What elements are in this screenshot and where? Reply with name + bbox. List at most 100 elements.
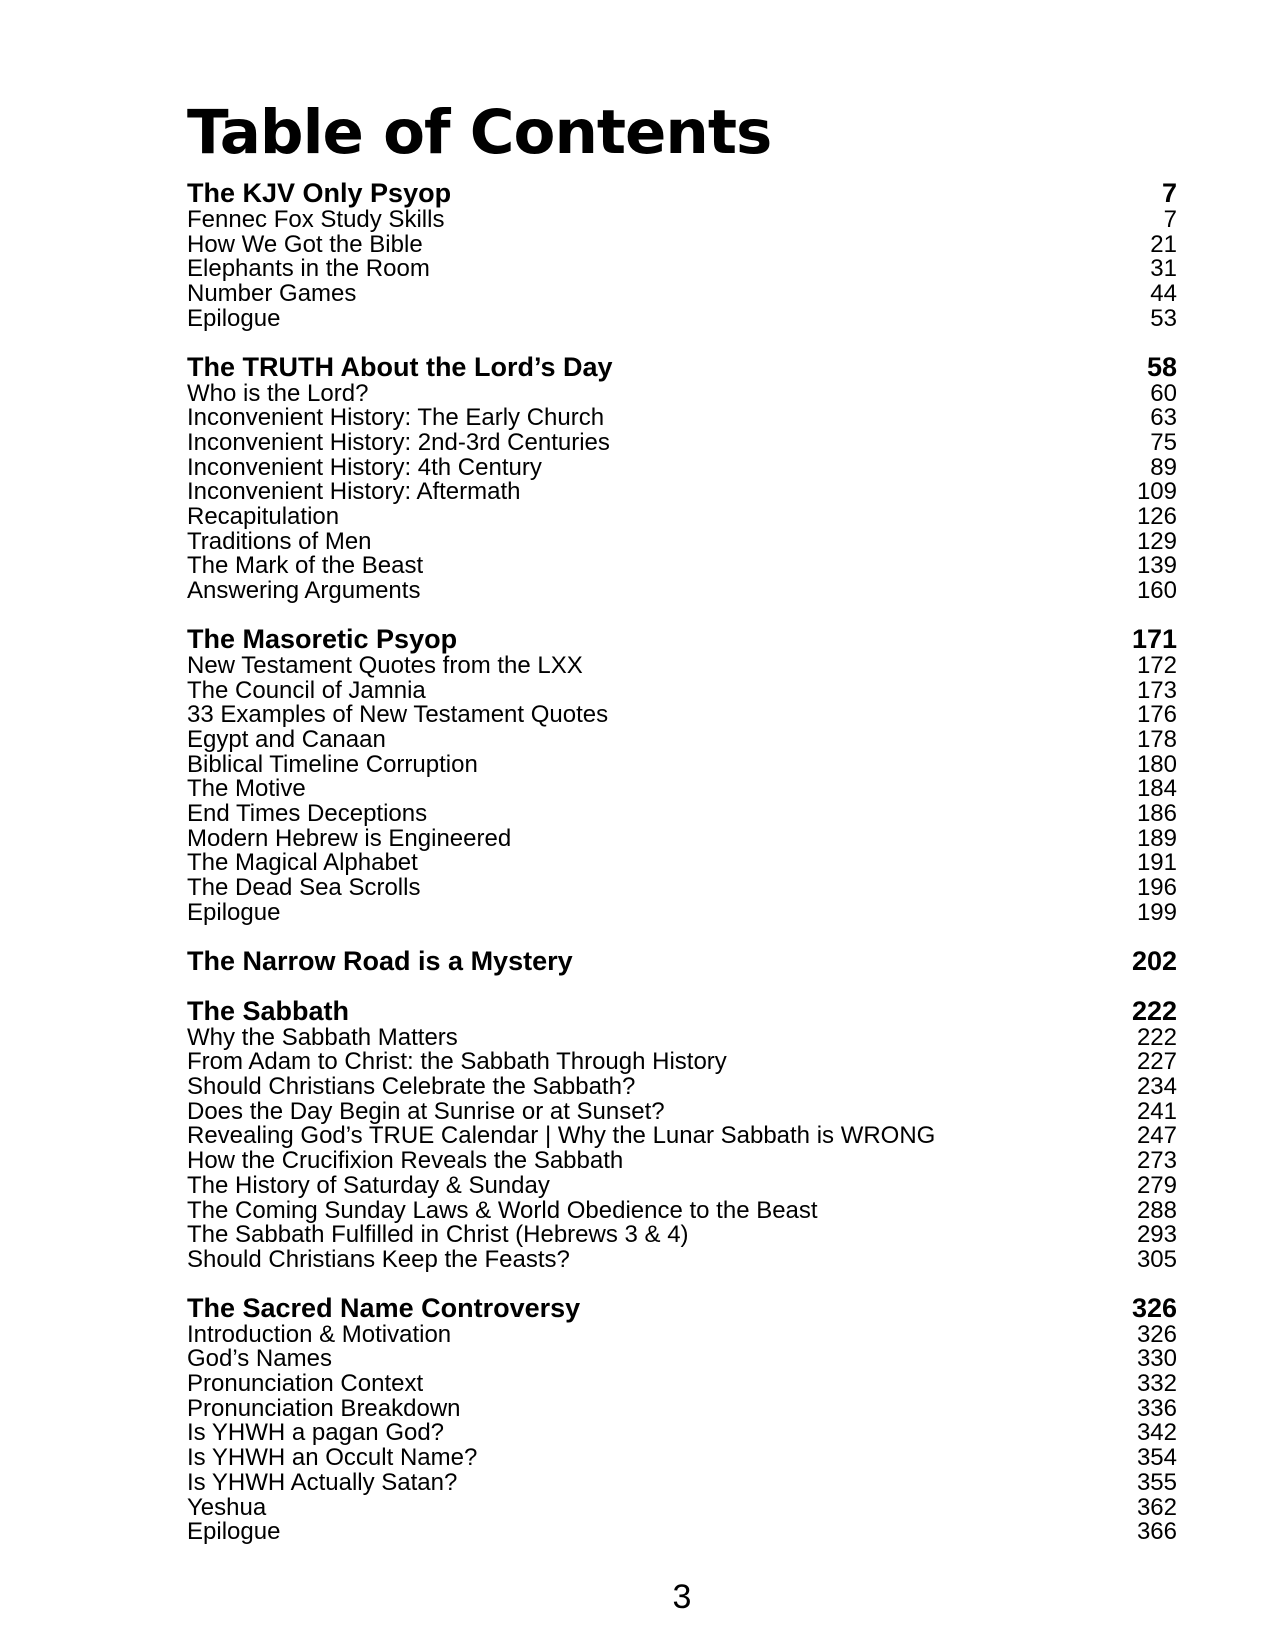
toc-entry-page-number: 160 <box>1136 577 1177 605</box>
toc-section-title: The TRUTH About the Lord’s Day <box>187 351 613 382</box>
toc-entry-row: Yeshua 362 <box>187 1493 1177 1521</box>
toc-entry-page-number: 176 <box>1136 701 1177 729</box>
toc-entry-title: Modern Hebrew is Engineered <box>187 824 512 852</box>
toc-entry-row: Is YHWH a pagan God? 342 <box>187 1421 1177 1446</box>
toc-entry-title: Fennec Fox Study Skills <box>187 206 445 233</box>
toc-entry-row: The Council of Jamnia 173 <box>187 676 1177 704</box>
toc-entry-title: From Adam to Christ: the Sabbath Through… <box>187 1048 727 1076</box>
toc-entry-title: Pronunciation Context <box>187 1370 424 1398</box>
toc-entry-title: Is YHWH a pagan God? <box>187 1419 445 1447</box>
toc-entry-row: New Testament Quotes from the LXX 172 <box>187 651 1177 679</box>
toc-entry-title: The Council of Jamnia <box>187 676 426 704</box>
toc-entry-page-number: 222 <box>1136 1023 1177 1051</box>
toc-entry-page-number: 126 <box>1136 503 1177 531</box>
toc-entry-row: Why the Sabbath Matters 222 <box>187 1023 1177 1051</box>
toc-content: Table of Contents The KJV Only Psyop 7 Fen… <box>187 97 1177 1545</box>
toc-entry-row: Inconvenient History: 4th Century 89 <box>187 453 1177 481</box>
toc-entry-row: The Dead Sea Scrolls 196 <box>187 874 1177 902</box>
toc-entry-title: Does the Day Begin at Sunrise or at Suns… <box>187 1097 665 1125</box>
toc-entry-row: Epilogue 53 <box>187 306 1177 332</box>
toc-entry-row: Does the Day Begin at Sunrise or at Suns… <box>187 1097 1177 1125</box>
toc-section-page-number: 326 <box>1131 1292 1177 1323</box>
toc-list: The KJV Only Psyop 7 Fennec Fox Study Skil… <box>187 178 1177 1545</box>
toc-section-page-number: 202 <box>1131 945 1177 976</box>
toc-entry-title: End Times Deceptions <box>187 800 428 828</box>
toc-entry-row: Is YHWH an Occult Name? 354 <box>187 1444 1177 1472</box>
toc-entry-row: Egypt and Canaan 178 <box>187 725 1177 753</box>
toc-entry-page-number: 293 <box>1136 1221 1177 1249</box>
toc-entry-title: Who is the Lord? <box>187 379 369 407</box>
page-footer: 3 <box>187 1577 1177 1617</box>
toc-entry-title: Yeshua <box>187 1493 267 1521</box>
toc-entry-page-number: 75 <box>1150 428 1177 456</box>
toc-section-heading-row: The KJV Only Psyop 7 <box>187 178 1177 208</box>
toc-entry-row: Inconvenient History: The Early Church 63 <box>187 406 1177 431</box>
toc-entry-title: The Magical Alphabet <box>187 849 418 877</box>
toc-entry-page-number: 184 <box>1136 775 1177 803</box>
toc-entry-row: Inconvenient History: Aftermath 109 <box>187 480 1177 505</box>
toc-entry-page-number: 196 <box>1136 874 1177 902</box>
toc-entry-page-number: 288 <box>1136 1196 1177 1224</box>
toc-section-heading-row: The Masoretic Psyop 171 <box>187 624 1177 654</box>
toc-entry-page-number: 178 <box>1136 725 1177 753</box>
toc-entry-title: Answering Arguments <box>187 577 421 605</box>
toc-entry-row: Is YHWH Actually Satan? 355 <box>187 1468 1177 1496</box>
toc-entry-title: Recapitulation <box>187 503 340 531</box>
toc-entry-row: How We Got the Bible 21 <box>187 230 1177 258</box>
toc-section-heading-row: The Sacred Name Controversy 326 <box>187 1293 1177 1323</box>
toc-entry-title: God’s Names <box>187 1345 332 1373</box>
toc-entry-page-number: 89 <box>1150 453 1177 481</box>
toc-entry-title: How the Crucifixion Reveals the Sabbath <box>187 1147 624 1175</box>
toc-entry-page-number: 273 <box>1136 1147 1177 1175</box>
toc-entry-title: Inconvenient History: 4th Century <box>187 453 542 481</box>
toc-entry-page-number: 172 <box>1136 651 1177 679</box>
toc-entry-row: The Motive 184 <box>187 777 1177 802</box>
toc-entry-page-number: 241 <box>1136 1097 1177 1125</box>
toc-entry-title: Inconvenient History: 2nd-3rd Centuries <box>187 428 610 456</box>
toc-entry-page-number: 31 <box>1150 255 1177 283</box>
toc-entry-title: Inconvenient History: The Early Church <box>187 404 605 432</box>
toc-entry-row: Inconvenient History: 2nd-3rd Centuries 7… <box>187 428 1177 456</box>
toc-entry-row: Who is the Lord? 60 <box>187 379 1177 407</box>
toc-entry-title: Is YHWH Actually Satan? <box>187 1468 458 1496</box>
toc-section-heading-row: The TRUTH About the Lord’s Day 58 <box>187 352 1177 382</box>
toc-entry-row: The Coming Sunday Laws & World Obedience… <box>187 1196 1177 1224</box>
toc-section-title: The Narrow Road is a Mystery <box>187 945 573 976</box>
toc-entry-page-number: 305 <box>1136 1245 1177 1273</box>
toc-entry-page-number: 186 <box>1136 800 1177 828</box>
toc-entry-title: Is YHWH an Occult Name? <box>187 1444 478 1472</box>
page-title: Table of Contents <box>187 97 772 168</box>
toc-section-page-number: 7 <box>1161 178 1177 208</box>
toc-section-page-number: 171 <box>1131 623 1177 654</box>
toc-entry-title: Should Christians Celebrate the Sabbath? <box>187 1072 636 1100</box>
toc-entry-page-number: 355 <box>1136 1468 1177 1496</box>
toc-entry-row: The Magical Alphabet 191 <box>187 851 1177 876</box>
toc-entry-title: Egypt and Canaan <box>187 725 386 753</box>
toc-entry-page-number: 21 <box>1150 230 1177 258</box>
toc-entry-page-number: 191 <box>1136 849 1177 877</box>
toc-entry-page-number: 199 <box>1136 898 1177 926</box>
toc-entry-page-number: 44 <box>1150 280 1177 308</box>
toc-entry-row: Answering Arguments 160 <box>187 577 1177 605</box>
toc-section-page-number: 222 <box>1131 995 1177 1026</box>
toc-section: The Narrow Road is a Mystery 202 <box>187 946 1177 976</box>
toc-entry-page-number: 63 <box>1150 404 1177 432</box>
toc-section: The TRUTH About the Lord’s Day 58 Who is t… <box>187 352 1177 604</box>
toc-entry-row: God’s Names 330 <box>187 1347 1177 1372</box>
toc-entry-page-number: 366 <box>1136 1518 1177 1546</box>
toc-entry-row: 33 Examples of New Testament Quotes 176 <box>187 703 1177 728</box>
toc-entry-row: Should Christians Keep the Feasts? 305 <box>187 1245 1177 1273</box>
toc-entry-row: Epilogue 199 <box>187 898 1177 926</box>
toc-entry-row: Epilogue 366 <box>187 1520 1177 1545</box>
toc-entry-page-number: 354 <box>1136 1444 1177 1472</box>
toc-entry-title: Epilogue <box>187 898 281 926</box>
toc-entry-title: Number Games <box>187 280 357 308</box>
toc-entry-title: Revealing God’s TRUE Calendar | Why the … <box>187 1122 936 1150</box>
toc-entry-page-number: 330 <box>1136 1345 1177 1373</box>
toc-entry-page-number: 332 <box>1136 1370 1177 1398</box>
toc-entry-page-number: 139 <box>1136 552 1177 580</box>
toc-entry-row: Introduction & Motivation 326 <box>187 1322 1177 1348</box>
toc-entry-row: Elephants in the Room 31 <box>187 257 1177 282</box>
toc-entry-title: 33 Examples of New Testament Quotes <box>187 701 609 729</box>
